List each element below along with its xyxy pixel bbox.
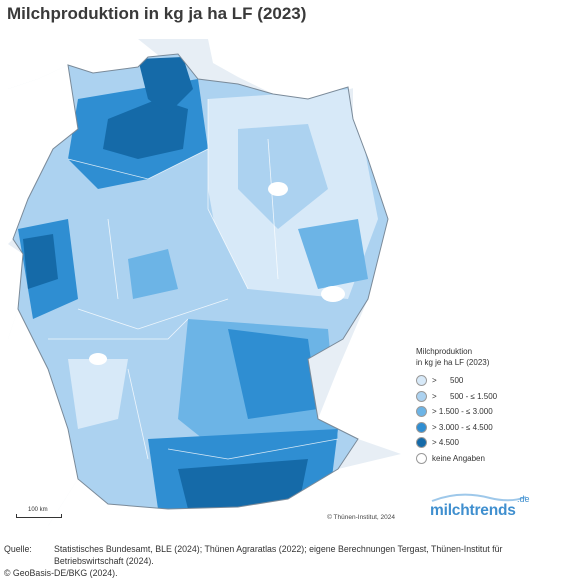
no-data-region <box>89 353 107 365</box>
no-data-berlin <box>268 182 288 196</box>
source-label: Quelle: <box>4 544 32 554</box>
legend-label: > 3.000 - ≤ 4.500 <box>432 422 493 432</box>
source-line2: Betriebswirtschaft (2024). <box>54 556 154 566</box>
neighbor-country-belgium <box>8 244 23 339</box>
neighbor-country-alps <box>48 454 401 526</box>
legend-item: > 500 <box>416 373 566 389</box>
legend-items: > 500 > 500 - ≤ 1.500 > 1.500 - ≤ 3.000 > 3… <box>416 373 566 466</box>
logo-text: milchtrends <box>430 502 516 519</box>
region-borders <box>48 99 339 460</box>
legend-swatch <box>416 375 427 387</box>
scale-bar: 100 km <box>16 507 62 518</box>
legend-label: keine Angaben <box>432 453 485 463</box>
neighbor-country-france <box>8 309 78 526</box>
source-line1: Statistisches Bundesamt, BLE (2024); Thü… <box>54 544 503 554</box>
legend-swatch <box>416 421 427 433</box>
germany-map <box>8 39 401 526</box>
legend-item: > 4.500 <box>416 435 566 451</box>
map-title: Milchproduktion in kg ja ha LF (2023) <box>7 4 307 23</box>
source-note: Quelle: Statistisches Bundesamt, BLE (20… <box>4 543 568 579</box>
scale-line <box>16 514 62 518</box>
milchtrends-logo[interactable]: milchtrends .de <box>430 492 530 524</box>
legend-swatch <box>416 390 427 402</box>
legend-swatch <box>416 452 427 464</box>
legend-label: > 500 - ≤ 1.500 <box>432 391 498 401</box>
neighbor-country-denmark <box>8 39 158 89</box>
legend-item: keine Angaben <box>416 451 566 467</box>
region-fills <box>13 54 388 509</box>
legend-title-line1: Milchproduktion <box>416 347 473 356</box>
neighbor-country-netherlands <box>8 65 78 244</box>
legend-label: > 500 <box>432 376 464 386</box>
legend-label: > 4.500 <box>432 438 459 448</box>
legend-item: > 500 - ≤ 1.500 <box>416 389 566 405</box>
legend: Milchproduktion in kg je ha LF (2023) > … <box>416 346 566 466</box>
map-credit: © Thünen-Institut, 2024 <box>327 514 395 521</box>
scale-label: 100 km <box>28 507 48 513</box>
source-line3: © GeoBasis-DE/BKG (2024). <box>4 568 118 578</box>
logo-superscript: .de <box>517 494 530 504</box>
legend-swatch <box>416 437 427 449</box>
map-panel[interactable]: 100 km © Thünen-Institut, 2024 <box>8 39 401 526</box>
legend-title-line2: in kg je ha LF (2023) <box>416 358 490 367</box>
no-data-region <box>321 286 345 302</box>
neighbor-country-baltic <box>208 39 401 99</box>
legend-item: > 1.500 - ≤ 3.000 <box>416 404 566 420</box>
legend-label: > 1.500 - ≤ 3.000 <box>432 407 493 417</box>
legend-title: Milchproduktion in kg je ha LF (2023) <box>416 346 566 368</box>
legend-swatch <box>416 406 427 418</box>
germany-outline <box>12 53 389 510</box>
neighbor-country-east <box>318 79 401 454</box>
legend-item: > 3.000 - ≤ 4.500 <box>416 420 566 436</box>
logo-swoosh-icon <box>431 493 527 502</box>
